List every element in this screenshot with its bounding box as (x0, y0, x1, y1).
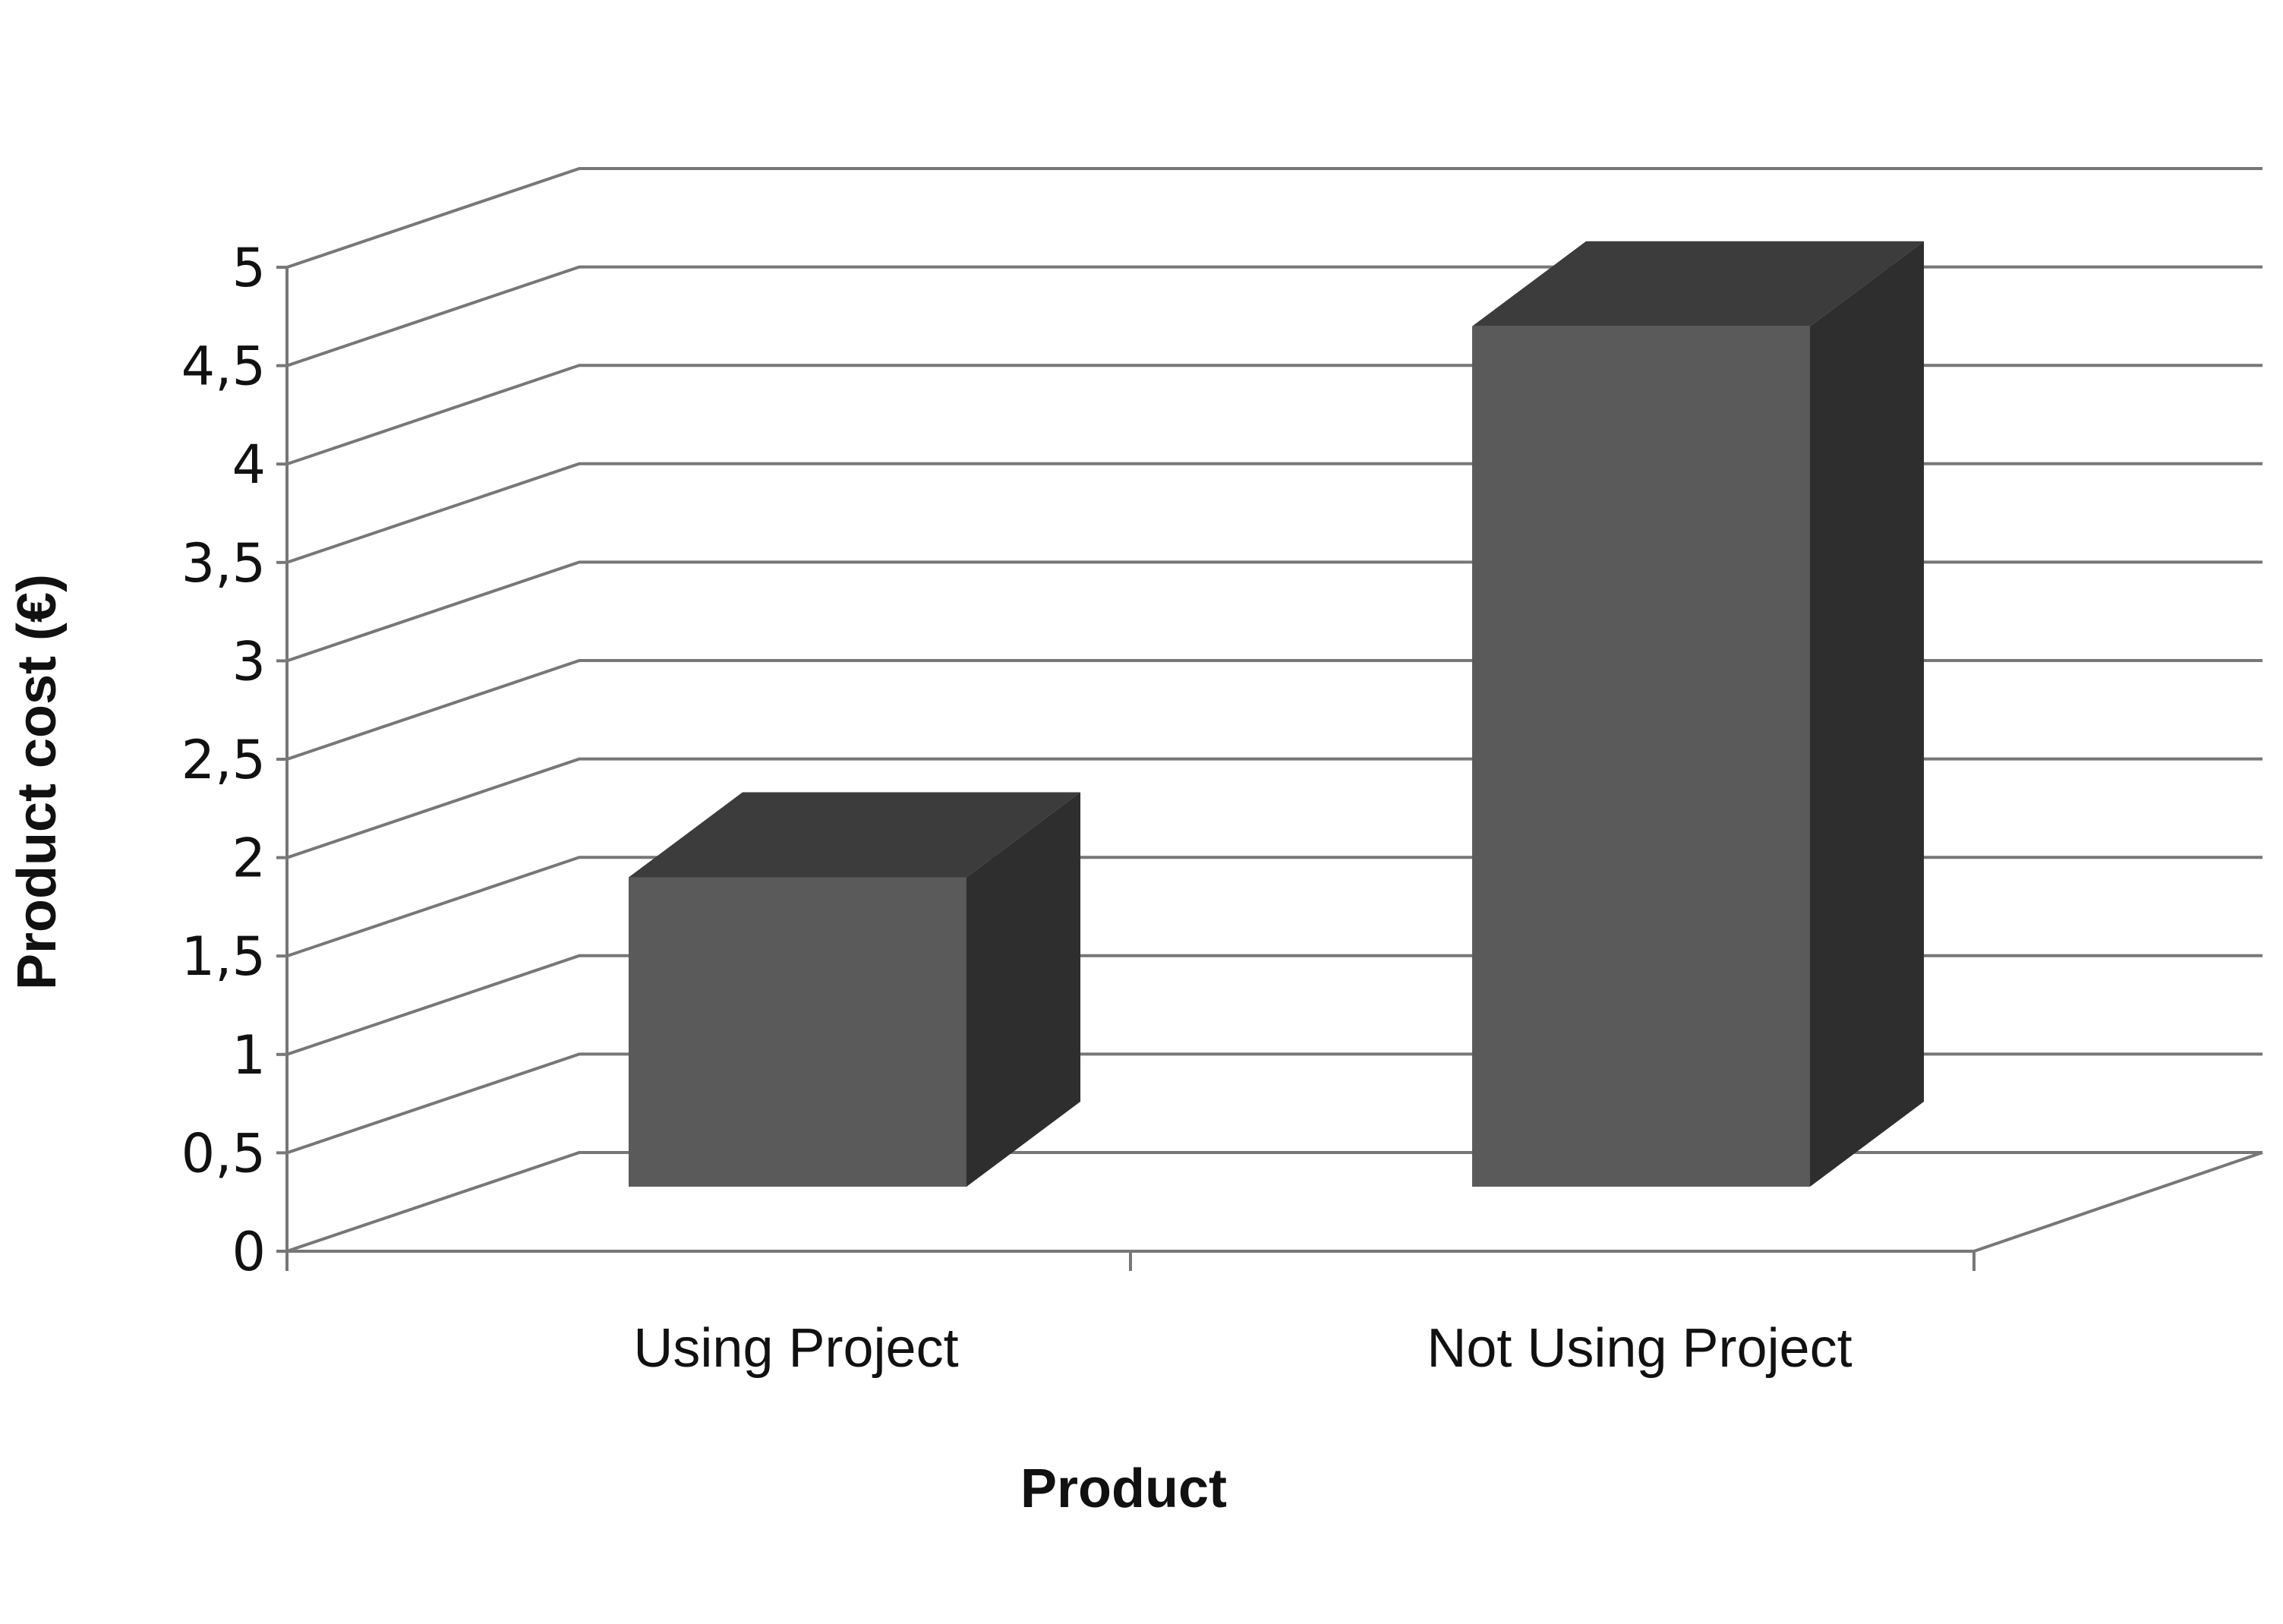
gridlines (286, 167, 2263, 1253)
bar-front-face (1472, 326, 1810, 1187)
y-axis-title: Product cost (€) (7, 574, 68, 990)
bar-side-face (1810, 241, 1924, 1187)
y-tick-label: 4 (232, 434, 266, 496)
gridline (286, 560, 2263, 663)
bar-using-project (629, 792, 1080, 1187)
x-category-labels: Using Project Not Using Project (633, 1318, 1852, 1379)
gridline (286, 462, 2263, 564)
y-tick-label: 2,5 (181, 729, 266, 791)
y-tick-labels: 0 0,5 1 1,5 2 2,5 3 3,5 4 4,5 5 (181, 237, 266, 1283)
y-tick-label: 3,5 (181, 532, 266, 594)
x-category-label: Using Project (633, 1318, 958, 1379)
gridline (286, 1052, 2263, 1155)
y-tick-label: 3 (232, 630, 266, 692)
y-tick-label: 0,5 (181, 1122, 266, 1184)
gridline (286, 265, 2263, 367)
x-axis-title: Product (1020, 1458, 1227, 1519)
bar-front-face (629, 877, 966, 1187)
gridline (286, 856, 2263, 958)
bar-not-using-project (1472, 241, 1924, 1187)
y-tick-label: 1 (232, 1024, 266, 1086)
gridline (286, 364, 2263, 466)
bar-top-face (1472, 241, 1924, 326)
y-tick-label: 5 (232, 237, 266, 299)
gridline (286, 167, 2263, 269)
gridline (286, 954, 2263, 1056)
gridline (286, 757, 2263, 859)
gridline (286, 1151, 2263, 1253)
gridline (286, 659, 2263, 761)
floor-edge (287, 1151, 2263, 1253)
bars (629, 241, 1924, 1187)
y-tick-label: 2 (232, 828, 266, 890)
bar-side-face (966, 792, 1080, 1187)
y-tick-label: 4,5 (181, 336, 266, 398)
y-tick-label: 1,5 (181, 926, 266, 988)
axes (276, 266, 2263, 1271)
y-tick-label: 0 (232, 1221, 266, 1283)
bar-top-face (629, 792, 1080, 878)
x-category-label: Not Using Project (1427, 1318, 1852, 1379)
